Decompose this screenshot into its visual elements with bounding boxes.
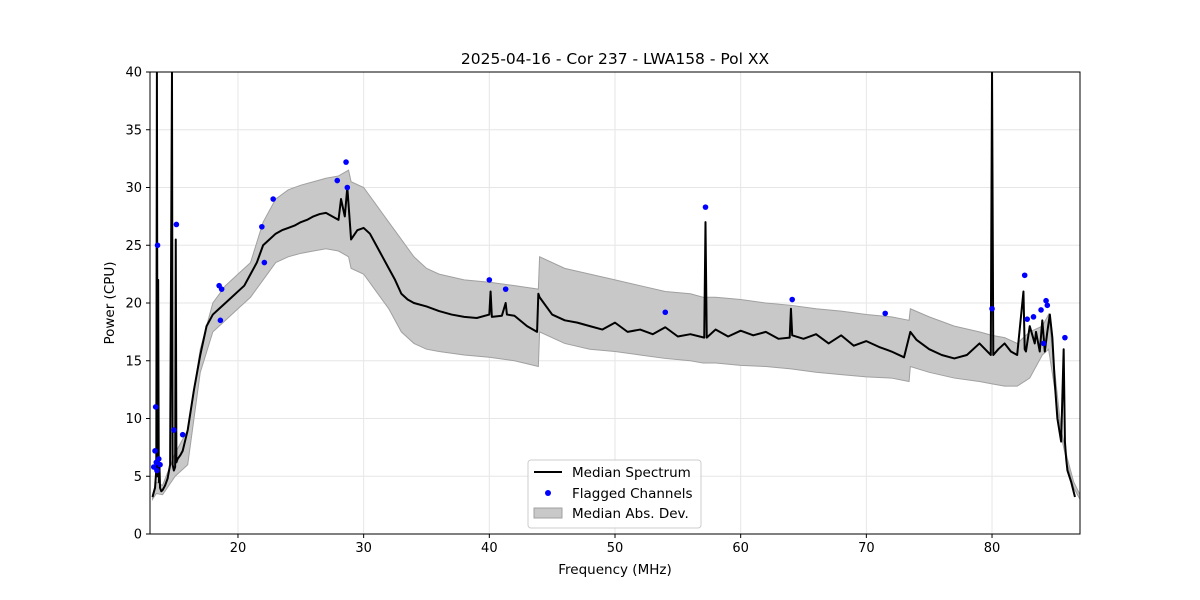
x-axis-label: Frequency (MHz)	[558, 562, 671, 578]
legend-entry-median-abs-dev: Median Abs. Dev.	[572, 506, 689, 522]
flagged-channel-point	[171, 427, 177, 433]
flagged-channel-point	[1030, 314, 1037, 320]
x-tick-label: 20	[230, 541, 247, 556]
x-tick-label: 40	[481, 541, 498, 556]
legend-entry-median-spectrum: Median Spectrum	[572, 465, 691, 481]
flagged-channel-point	[218, 286, 225, 292]
y-tick-label: 40	[125, 66, 142, 81]
flagged-channel-point	[502, 286, 509, 292]
flagged-channel-point	[1040, 340, 1047, 347]
legend-entry-flagged-channels: Flagged Channels	[572, 486, 693, 502]
x-tick-label: 80	[984, 541, 1001, 556]
flagged-channel-point	[789, 296, 795, 303]
legend-patch-swatch	[533, 507, 563, 519]
flagged-channel-point	[1021, 272, 1028, 279]
median-spectrum-line	[151, 72, 1076, 498]
flagged-channel-point	[156, 456, 162, 462]
legend: Median Spectrum Flagged Channels Median …	[527, 459, 702, 529]
flagged-channel-point	[259, 223, 265, 230]
flagged-channel-point	[270, 196, 276, 202]
flagged-channel-point	[989, 305, 995, 312]
flagged-channel-point	[157, 461, 163, 468]
y-tick-label: 0	[134, 528, 142, 543]
flagged-channel-point	[261, 259, 268, 266]
y-tick-label: 30	[125, 181, 142, 196]
y-tick-label: 15	[125, 354, 142, 369]
flagged-channel-point	[882, 310, 888, 317]
flagged-channel-point	[154, 242, 161, 249]
flagged-channel-point	[152, 448, 158, 454]
flagged-channel-point	[179, 431, 186, 438]
y-tick-label: 20	[125, 297, 142, 312]
y-axis-label: Power (CPU)	[102, 261, 118, 344]
flagged-channel-point	[486, 277, 493, 283]
x-tick-label: 70	[858, 541, 875, 556]
x-tick-label: 30	[355, 541, 372, 556]
flagged-channel-point	[152, 404, 159, 410]
axis-ticks: 20 30 40 50 60 70 80 0 5 10 15 20 25 30 35 40	[125, 66, 1000, 557]
flagged-channel-point	[662, 309, 669, 316]
flagged-channel-point	[154, 467, 160, 474]
x-tick-label: 60	[732, 541, 749, 556]
y-tick-label: 35	[125, 123, 142, 138]
flagged-channel-point	[1062, 334, 1068, 341]
legend-box	[527, 459, 702, 529]
flagged-channel-point	[343, 159, 349, 165]
x-tick-label: 50	[607, 541, 624, 556]
y-tick-label: 25	[125, 239, 142, 254]
plot-data	[150, 72, 1080, 502]
y-tick-label: 5	[134, 470, 142, 485]
flagged-channel-point	[1043, 297, 1049, 304]
y-tick-label: 10	[125, 412, 142, 427]
flagged-channel-point	[217, 317, 224, 324]
median-abs-dev-band	[152, 169, 1080, 502]
flagged-channel-point	[173, 221, 180, 228]
legend-marker-swatch	[545, 490, 551, 496]
flagged-channel-point	[344, 184, 351, 191]
flagged-channel-point	[334, 177, 341, 184]
flagged-channel-point	[702, 204, 709, 210]
flagged-channel-point	[1024, 316, 1031, 322]
flagged-channel-point	[1044, 302, 1051, 309]
flagged-channel-point	[1038, 307, 1044, 313]
chart-title: 2025-04-16 - Cor 237 - LWA158 - Pol XX	[461, 50, 770, 68]
